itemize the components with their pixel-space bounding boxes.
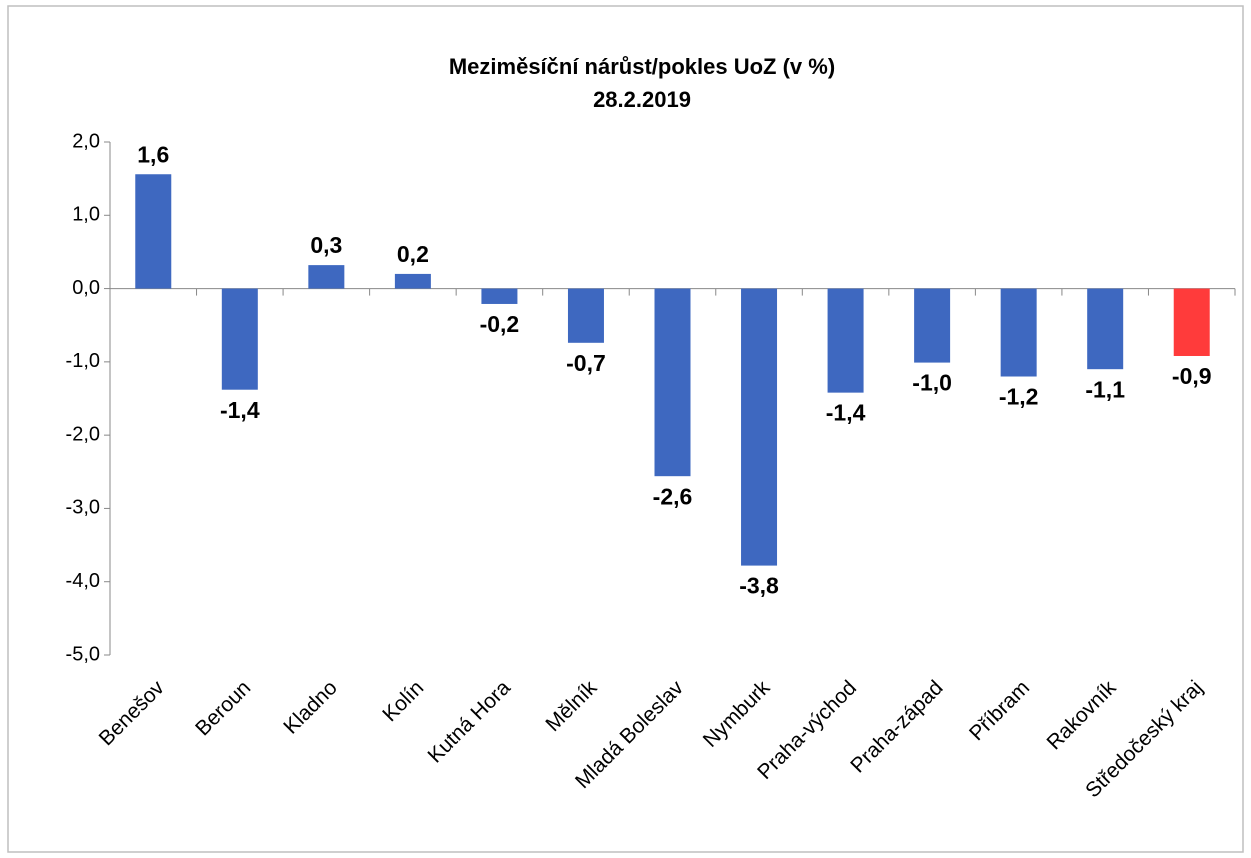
bar — [308, 265, 345, 289]
bar — [741, 288, 778, 566]
y-tick-label: -3,0 — [66, 497, 100, 519]
value-label: 0,2 — [397, 241, 429, 267]
bar — [914, 288, 951, 363]
value-label: -1,2 — [999, 384, 1039, 410]
value-label: -0,2 — [480, 311, 520, 337]
chart-title: Meziměsíční nárůst/pokles UoZ (v %) — [449, 54, 835, 79]
y-tick-label: -1,0 — [66, 350, 100, 372]
value-label: -3,8 — [739, 573, 779, 599]
value-label: -1,4 — [826, 400, 866, 426]
value-label: -1,1 — [1085, 376, 1125, 402]
bar — [481, 288, 518, 304]
value-label: -0,9 — [1172, 363, 1212, 389]
y-tick-label: 0,0 — [72, 277, 100, 299]
value-label: -2,6 — [653, 483, 693, 509]
value-label: -1,0 — [912, 370, 952, 396]
chart-subtitle: 28.2.2019 — [593, 87, 691, 112]
y-tick-label: -2,0 — [66, 423, 100, 445]
chart-border — [7, 5, 1244, 853]
bar — [1087, 288, 1124, 370]
bar — [654, 288, 691, 477]
value-label: -0,7 — [566, 350, 606, 376]
y-tick-label: 2,0 — [72, 130, 100, 152]
bar — [827, 288, 864, 393]
bar — [1173, 288, 1210, 356]
bar — [394, 273, 431, 289]
bar — [221, 288, 258, 390]
bar — [135, 174, 172, 289]
bar — [567, 288, 604, 343]
y-tick-label: -4,0 — [66, 570, 100, 592]
y-tick-label: -5,0 — [66, 643, 100, 665]
y-tick-label: 1,0 — [72, 204, 100, 226]
value-label: 1,6 — [137, 141, 169, 167]
value-label: -1,4 — [220, 397, 260, 423]
bar — [1000, 288, 1037, 377]
value-label: 0,3 — [310, 232, 342, 258]
